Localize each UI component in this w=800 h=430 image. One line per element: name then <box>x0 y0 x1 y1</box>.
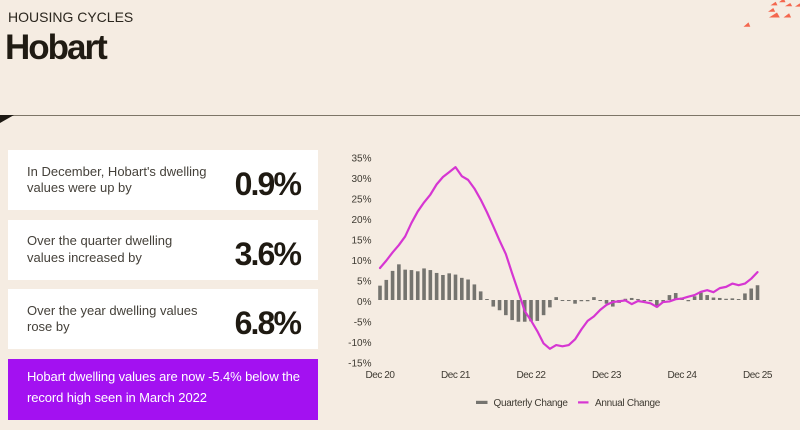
svg-text:Dec 25: Dec 25 <box>743 370 773 381</box>
svg-text:-5%: -5% <box>354 317 372 328</box>
svg-text:20%: 20% <box>351 215 371 226</box>
svg-text:Dec 21: Dec 21 <box>441 370 471 381</box>
svg-text:0%: 0% <box>357 297 372 308</box>
svg-text:-10%: -10% <box>348 338 371 349</box>
svg-text:Quarterly Change: Quarterly Change <box>494 398 569 409</box>
svg-text:Dec 22: Dec 22 <box>517 370 547 381</box>
svg-text:Dec 20: Dec 20 <box>366 370 396 381</box>
svg-text:25%: 25% <box>351 194 371 205</box>
svg-text:30%: 30% <box>351 174 371 185</box>
svg-text:Annual Change: Annual Change <box>595 398 661 409</box>
svg-text:5%: 5% <box>357 276 372 287</box>
svg-text:35%: 35% <box>351 153 371 164</box>
svg-text:Dec 24: Dec 24 <box>668 370 698 381</box>
svg-text:15%: 15% <box>351 235 371 246</box>
svg-text:Dec 23: Dec 23 <box>592 370 622 381</box>
svg-text:-15%: -15% <box>348 358 371 369</box>
svg-text:10%: 10% <box>351 256 371 267</box>
